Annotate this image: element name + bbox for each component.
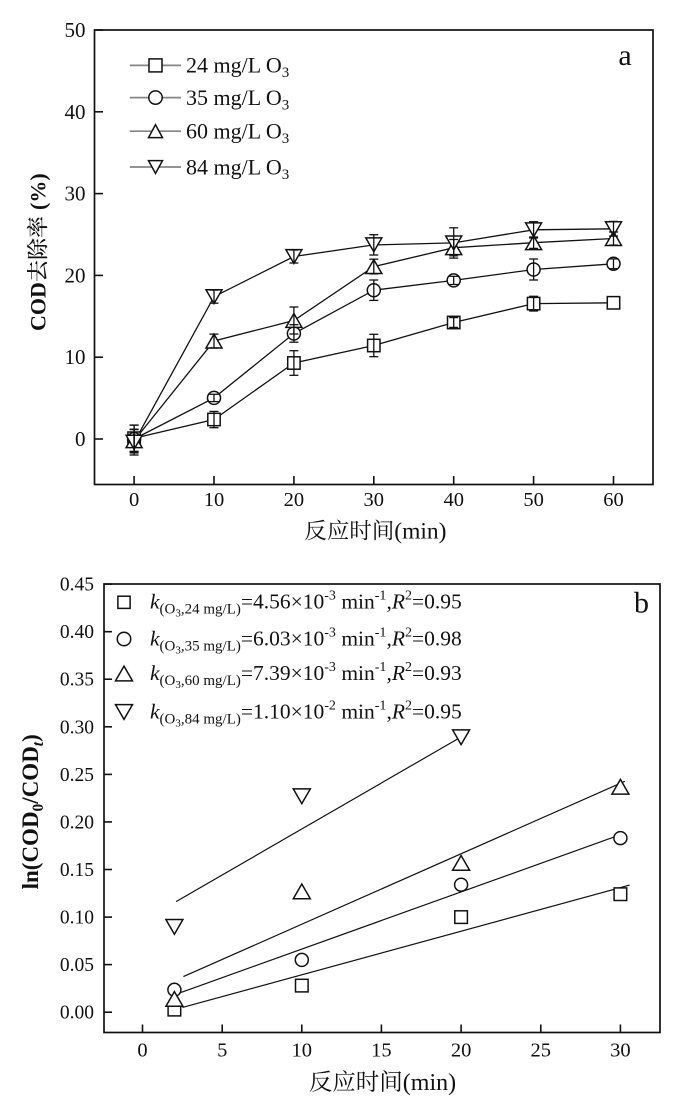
svg-text:0.15: 0.15 — [60, 860, 94, 881]
svg-text:k(O3,84 mg/L)=1.10×10-2 min-1,: k(O3,84 mg/L)=1.10×10-2 min-1,R2=0.95 — [150, 698, 462, 729]
svg-text:(min): (min) — [394, 519, 446, 545]
svg-text:0.20: 0.20 — [60, 812, 94, 833]
svg-text:b: b — [634, 587, 649, 620]
svg-text:30: 30 — [65, 182, 86, 206]
svg-text:5: 5 — [217, 1040, 227, 1062]
svg-text:50: 50 — [523, 489, 544, 511]
svg-text:k(O3,35 mg/L)=6.03×10-3 min-1,: k(O3,35 mg/L)=6.03×10-3 min-1,R2=0.98 — [150, 625, 462, 656]
svg-text:0: 0 — [137, 1040, 147, 1062]
svg-text:(min): (min) — [403, 1070, 456, 1096]
svg-text:40: 40 — [65, 100, 86, 124]
svg-text:10: 10 — [292, 1040, 313, 1062]
svg-text:40: 40 — [443, 489, 464, 511]
svg-text:25: 25 — [531, 1040, 552, 1062]
svg-text:50: 50 — [65, 18, 86, 42]
svg-text:0.10: 0.10 — [60, 908, 94, 929]
svg-text:COD: COD — [26, 282, 51, 331]
svg-text:30: 30 — [610, 1040, 631, 1062]
svg-text:30: 30 — [364, 489, 385, 511]
svg-text:0: 0 — [75, 427, 86, 451]
svg-text:60 mg/L O3: 60 mg/L O3 — [186, 119, 289, 148]
svg-text:0: 0 — [129, 489, 139, 511]
svg-text:a: a — [618, 39, 631, 72]
svg-text:20: 20 — [451, 1040, 472, 1062]
svg-text:20: 20 — [65, 263, 86, 287]
svg-text:ln(COD0/CODt): ln(COD0/CODt) — [18, 734, 47, 889]
svg-text:20: 20 — [284, 489, 305, 511]
svg-text:0.25: 0.25 — [60, 765, 94, 786]
svg-text:0.45: 0.45 — [60, 575, 94, 596]
svg-text:15: 15 — [371, 1040, 392, 1062]
svg-text:0.05: 0.05 — [60, 955, 94, 976]
svg-text:10: 10 — [65, 345, 86, 369]
svg-text:0.30: 0.30 — [60, 717, 94, 738]
svg-text:24 mg/L O3: 24 mg/L O3 — [186, 53, 289, 82]
svg-text:35 mg/L O3: 35 mg/L O3 — [186, 85, 289, 114]
svg-text:0.40: 0.40 — [60, 622, 94, 643]
svg-text:k(O3,60 mg/L)=7.39×10-3 min-1,: k(O3,60 mg/L)=7.39×10-3 min-1,R2=0.93 — [150, 660, 462, 691]
svg-text:84 mg/L O3: 84 mg/L O3 — [186, 154, 289, 183]
svg-text:10: 10 — [204, 489, 225, 511]
svg-text:(%): (%) — [26, 173, 51, 210]
svg-text:60: 60 — [603, 489, 624, 511]
svg-text:k(O3,24 mg/L)=4.56×10-3 min-1,: k(O3,24 mg/L)=4.56×10-3 min-1,R2=0.95 — [150, 589, 462, 620]
svg-text:0.35: 0.35 — [60, 670, 94, 691]
svg-text:0.00: 0.00 — [60, 1003, 94, 1024]
